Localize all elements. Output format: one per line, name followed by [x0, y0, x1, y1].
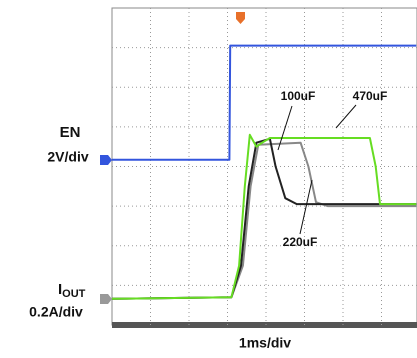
- grid: [112, 8, 417, 325]
- annotation-arrows: [277, 104, 357, 235]
- traces: [111, 44, 417, 300]
- current-label-sub: OUT: [62, 288, 86, 300]
- bottom-bar: [112, 322, 417, 328]
- current-label-main: I: [58, 281, 62, 298]
- trace: [112, 44, 417, 161]
- annotation-100uf: 100uF: [281, 89, 316, 103]
- current-label: IOUT: [58, 281, 86, 300]
- en-label: EN: [60, 124, 81, 141]
- arrow-220uf: [299, 179, 313, 235]
- trigger-marker: [236, 12, 245, 24]
- en-scale: 2V/div: [47, 149, 88, 165]
- arrow-470uf: [335, 104, 357, 129]
- ch2-marker: [100, 294, 112, 304]
- annotation-220uf: 220uF: [283, 235, 318, 249]
- annotation-470uf: 470uF: [353, 89, 388, 103]
- x-axis-label: 1ms/div: [239, 335, 291, 351]
- current-scale: 0.2A/div: [29, 304, 83, 320]
- arrow-100uf: [277, 105, 293, 151]
- ch1-marker: [100, 155, 112, 165]
- trace: [111, 133, 417, 300]
